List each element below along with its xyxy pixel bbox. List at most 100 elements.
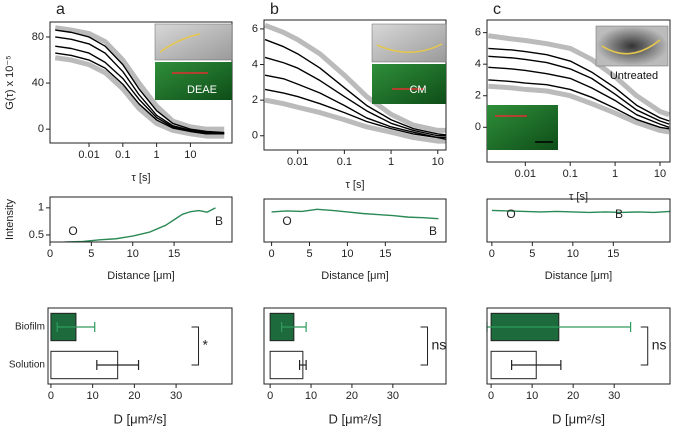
x-axis-label: τ [s] (569, 191, 588, 203)
x-tick-label: 15 (168, 248, 180, 260)
data-line (488, 66, 670, 128)
data-line (54, 55, 225, 139)
significance-bracket (420, 326, 429, 366)
significance-label: * (203, 337, 209, 353)
y-tick-label: 4 (475, 58, 481, 70)
inset-image (371, 23, 447, 63)
x-axis-label: Distance [μm] (545, 270, 612, 282)
data-line (488, 83, 670, 135)
data-line (55, 29, 225, 134)
category-label: Solution (9, 360, 45, 371)
y-axis-label: G(τ) x 10⁻⁵ (4, 55, 16, 109)
panel: 0 5 10 15 Distance [μm] 0.5 1 Intensity O B (4, 196, 233, 282)
data-line (488, 79, 670, 130)
y-axis-label: Intensity (4, 199, 16, 240)
x-tick-label: 1 (154, 149, 160, 161)
x-tick-label: 0 (48, 390, 54, 402)
x-tick-label: 20 (346, 390, 358, 402)
y-tick-label: 6 (475, 27, 481, 39)
inset-image (487, 105, 558, 150)
x-tick-label: 20 (567, 390, 579, 402)
plot-frame (263, 307, 447, 385)
plot-frame (486, 19, 671, 163)
data-line (55, 52, 225, 135)
y-tick-label: 0 (475, 121, 481, 133)
plot-frame (263, 198, 447, 243)
data-line (488, 47, 670, 122)
x-tick-label: 0.1 (337, 156, 352, 168)
x-axis-label: τ [s] (131, 172, 150, 184)
y-tick-label: 1 (38, 202, 44, 214)
x-tick-label: 10 (305, 390, 317, 402)
series-group (491, 209, 670, 214)
y-tick-label: 0 (38, 123, 44, 135)
profile-annotation: O (282, 214, 291, 228)
x-tick-label: 1 (388, 156, 394, 168)
inset-trace (376, 43, 443, 53)
x-tick-label: 10 (526, 390, 538, 402)
significance-label: ns (652, 337, 667, 353)
data-line (264, 74, 446, 139)
data-line (55, 207, 216, 242)
x-tick-label: 10 (341, 248, 353, 260)
x-axis-label: D [μm²/s] (114, 411, 167, 426)
x-tick-label: 0 (489, 248, 495, 260)
series-group (55, 207, 216, 242)
series-group (271, 208, 439, 220)
data-line (491, 209, 670, 214)
panel: 0 10 20 30D [μm²/s] ns (486, 307, 671, 426)
panel: 0 10 20 30D [μm²/s]ns (263, 307, 447, 426)
x-tick-label: 0.1 (563, 168, 578, 180)
x-tick-label: 20 (128, 390, 140, 402)
x-axis-label: D [μm²/s] (329, 411, 382, 426)
plot-frame (49, 196, 233, 243)
profile-annotation: B (615, 207, 623, 221)
inset-label: CM (409, 84, 426, 96)
series-group (488, 33, 670, 135)
x-tick-label: 5 (529, 248, 535, 260)
y-tick-label: 80 (32, 31, 44, 43)
x-tick-label: 10 (654, 168, 666, 180)
profile-annotation: O (68, 224, 77, 238)
x-tick-label: 0 (488, 390, 494, 402)
panel-letter: a (56, 1, 65, 18)
x-axis-label: D [μm²/s] (552, 411, 605, 426)
plot-frame (47, 307, 233, 385)
panel: b 0.01 0.1 1 10 τ [s] 0 2 4 6 (252, 1, 447, 191)
x-tick-label: 15 (607, 248, 619, 260)
y-tick-label: 4 (252, 58, 258, 70)
x-tick-label: 30 (608, 390, 620, 402)
x-tick-label: 10 (567, 248, 579, 260)
x-tick-label: 30 (387, 390, 399, 402)
significance-bracket (191, 326, 200, 366)
x-tick-label: 0.1 (115, 149, 130, 161)
significance-bracket (640, 326, 649, 366)
data-line (488, 55, 670, 125)
x-tick-label: 15 (379, 248, 391, 260)
plot-frame (486, 307, 671, 385)
inset-trace (601, 39, 661, 55)
panel: c 0.01 0.1 1 10 τ [s] 0 2 4 6 (475, 1, 671, 203)
data-line (54, 25, 225, 132)
y-tick-label: 0.5 (29, 229, 44, 241)
x-tick-label: 1 (612, 168, 618, 180)
x-axis-label: Distance [μm] (107, 270, 174, 282)
x-tick-label: 0.01 (287, 156, 308, 168)
data-line (264, 38, 446, 136)
data-line (264, 88, 446, 140)
y-tick-label: 2 (475, 90, 481, 102)
inset-image (155, 62, 232, 100)
inset-image (372, 64, 446, 104)
x-tick-label: 0 (267, 390, 273, 402)
panel-letter: b (270, 1, 279, 18)
x-tick-label: 10 (184, 149, 196, 161)
plot-frame (486, 198, 671, 243)
inset-image (595, 25, 669, 67)
inset-label: Untreated (610, 70, 658, 82)
inset-trace (159, 33, 201, 53)
y-tick-label: 2 (252, 94, 258, 106)
y-tick-label: 40 (32, 77, 44, 89)
x-tick-label: 10 (87, 390, 99, 402)
profile-annotation: B (215, 214, 223, 228)
